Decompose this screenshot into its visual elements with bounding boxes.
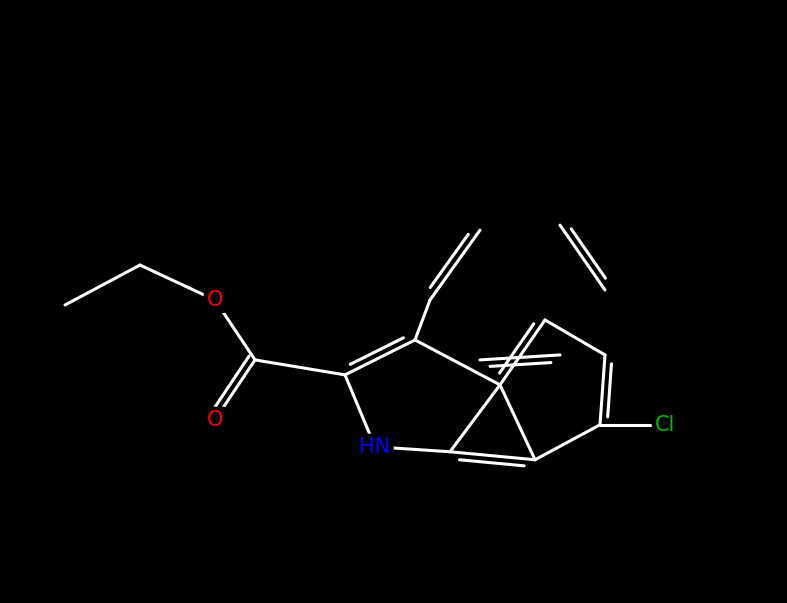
Text: Cl: Cl [655,415,675,435]
Text: O: O [207,410,224,430]
Text: HN: HN [360,437,390,456]
Text: O: O [207,290,224,310]
